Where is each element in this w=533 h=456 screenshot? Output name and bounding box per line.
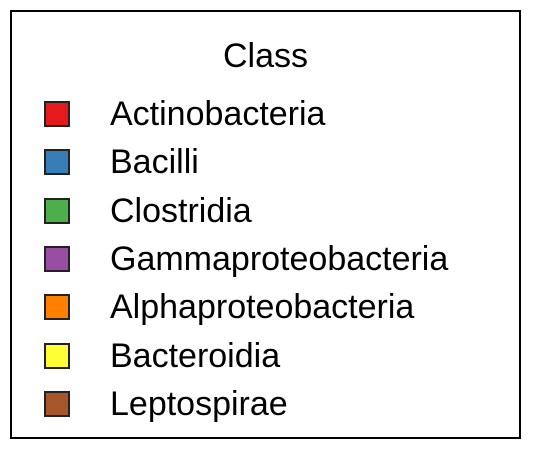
legend-title: Class bbox=[222, 37, 309, 75]
legend-swatch bbox=[44, 246, 70, 273]
legend-item: Gammaproteobacteria bbox=[44, 235, 448, 283]
legend-item: Actinobacteria bbox=[44, 90, 448, 138]
legend-list: Actinobacteria Bacilli Clostridia Gammaprot… bbox=[44, 90, 448, 428]
legend-label: Gammaproteobacteria bbox=[110, 240, 449, 279]
legend-item: Alphaproteobacteria bbox=[44, 283, 448, 331]
legend-item: Bacteroidia bbox=[44, 331, 448, 379]
legend-swatch bbox=[44, 197, 70, 224]
legend-label: Leptospirae bbox=[110, 384, 288, 423]
legend-item: Bacilli bbox=[44, 138, 448, 186]
legend-swatch bbox=[44, 390, 70, 417]
legend-item: Clostridia bbox=[44, 187, 448, 235]
legend-label: Actinobacteria bbox=[110, 95, 326, 134]
legend-item: Leptospirae bbox=[44, 380, 448, 428]
legend-swatch bbox=[44, 342, 70, 369]
legend-swatch bbox=[44, 294, 70, 321]
legend-box: Class Actinobacteria Bacilli Clostridia Gam… bbox=[10, 10, 521, 439]
legend-label: Alphaproteobacteria bbox=[110, 288, 415, 327]
legend-label: Clostridia bbox=[110, 191, 252, 230]
legend-swatch bbox=[44, 149, 70, 176]
legend-label: Bacteroidia bbox=[110, 336, 281, 375]
legend-label: Bacilli bbox=[110, 143, 199, 182]
legend-swatch bbox=[44, 101, 70, 128]
